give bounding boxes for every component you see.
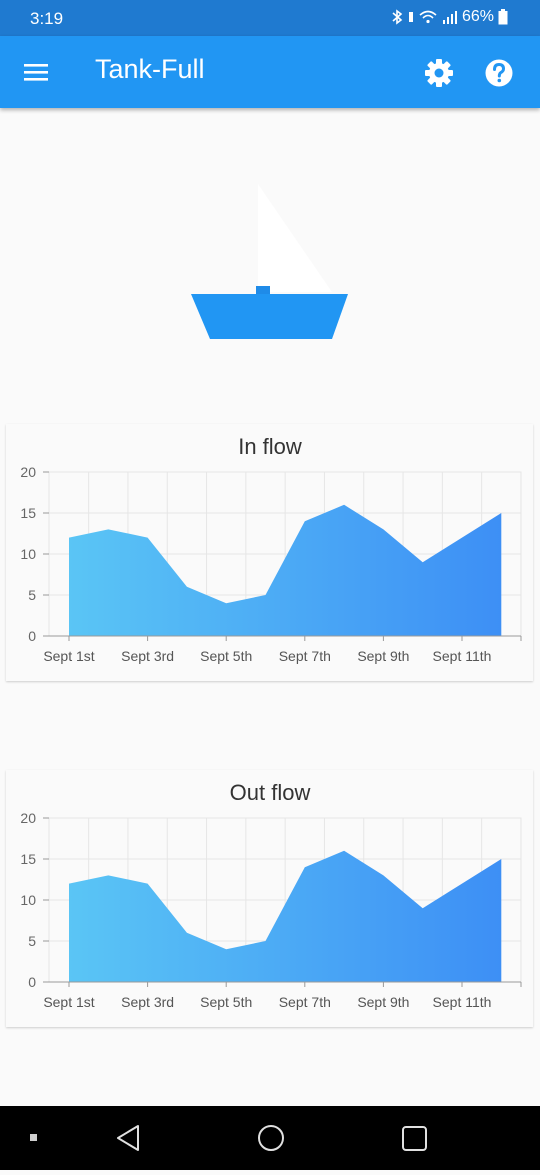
y-tick-label: 15 <box>20 505 36 521</box>
outflow-chart: Out flow 0 5 10 15 20 Sept 1st Sept 3rd Sept 5th… <box>20 780 521 1010</box>
y-tick-label: 10 <box>20 546 36 562</box>
x-tick-label: Sept 5th <box>200 648 252 664</box>
y-tick-label: 5 <box>28 587 36 603</box>
x-tick-label: Sept 9th <box>357 994 409 1010</box>
y-tick-label: 5 <box>28 933 36 949</box>
x-tick-label: Sept 7th <box>279 648 331 664</box>
x-tick-label: Sept 3rd <box>121 994 174 1010</box>
inflow-chart: In flow 0 5 10 15 20 Sept 1st Sept 3rd Sept 5th S… <box>20 434 521 664</box>
chart-title: In flow <box>238 434 302 459</box>
chart-title: Out flow <box>230 780 311 805</box>
x-tick-label: Sept 11th <box>433 648 492 664</box>
nav-buttons <box>0 1106 540 1170</box>
recents-dot-icon[interactable] <box>30 1134 37 1141</box>
y-tick-label: 0 <box>28 628 36 644</box>
x-tick-label: Sept 11th <box>433 994 492 1010</box>
x-tick-label: Sept 1st <box>43 994 94 1010</box>
overview-icon[interactable] <box>403 1127 426 1150</box>
home-icon[interactable] <box>259 1126 283 1150</box>
y-tick-label: 20 <box>20 810 36 826</box>
y-tick-label: 20 <box>20 464 36 480</box>
x-tick-label: Sept 3rd <box>121 648 174 664</box>
x-tick-label: Sept 5th <box>200 994 252 1010</box>
y-tick-label: 0 <box>28 974 36 990</box>
x-tick-label: Sept 1st <box>43 648 94 664</box>
x-tick-label: Sept 9th <box>357 648 409 664</box>
y-tick-label: 15 <box>20 851 36 867</box>
y-tick-label: 10 <box>20 892 36 908</box>
charts-layer: In flow 0 5 10 15 20 Sept 1st Sept 3rd Sept 5th S… <box>0 0 540 1106</box>
navigation-bar <box>0 1106 540 1170</box>
x-tick-label: Sept 7th <box>279 994 331 1010</box>
back-icon[interactable] <box>118 1126 138 1150</box>
